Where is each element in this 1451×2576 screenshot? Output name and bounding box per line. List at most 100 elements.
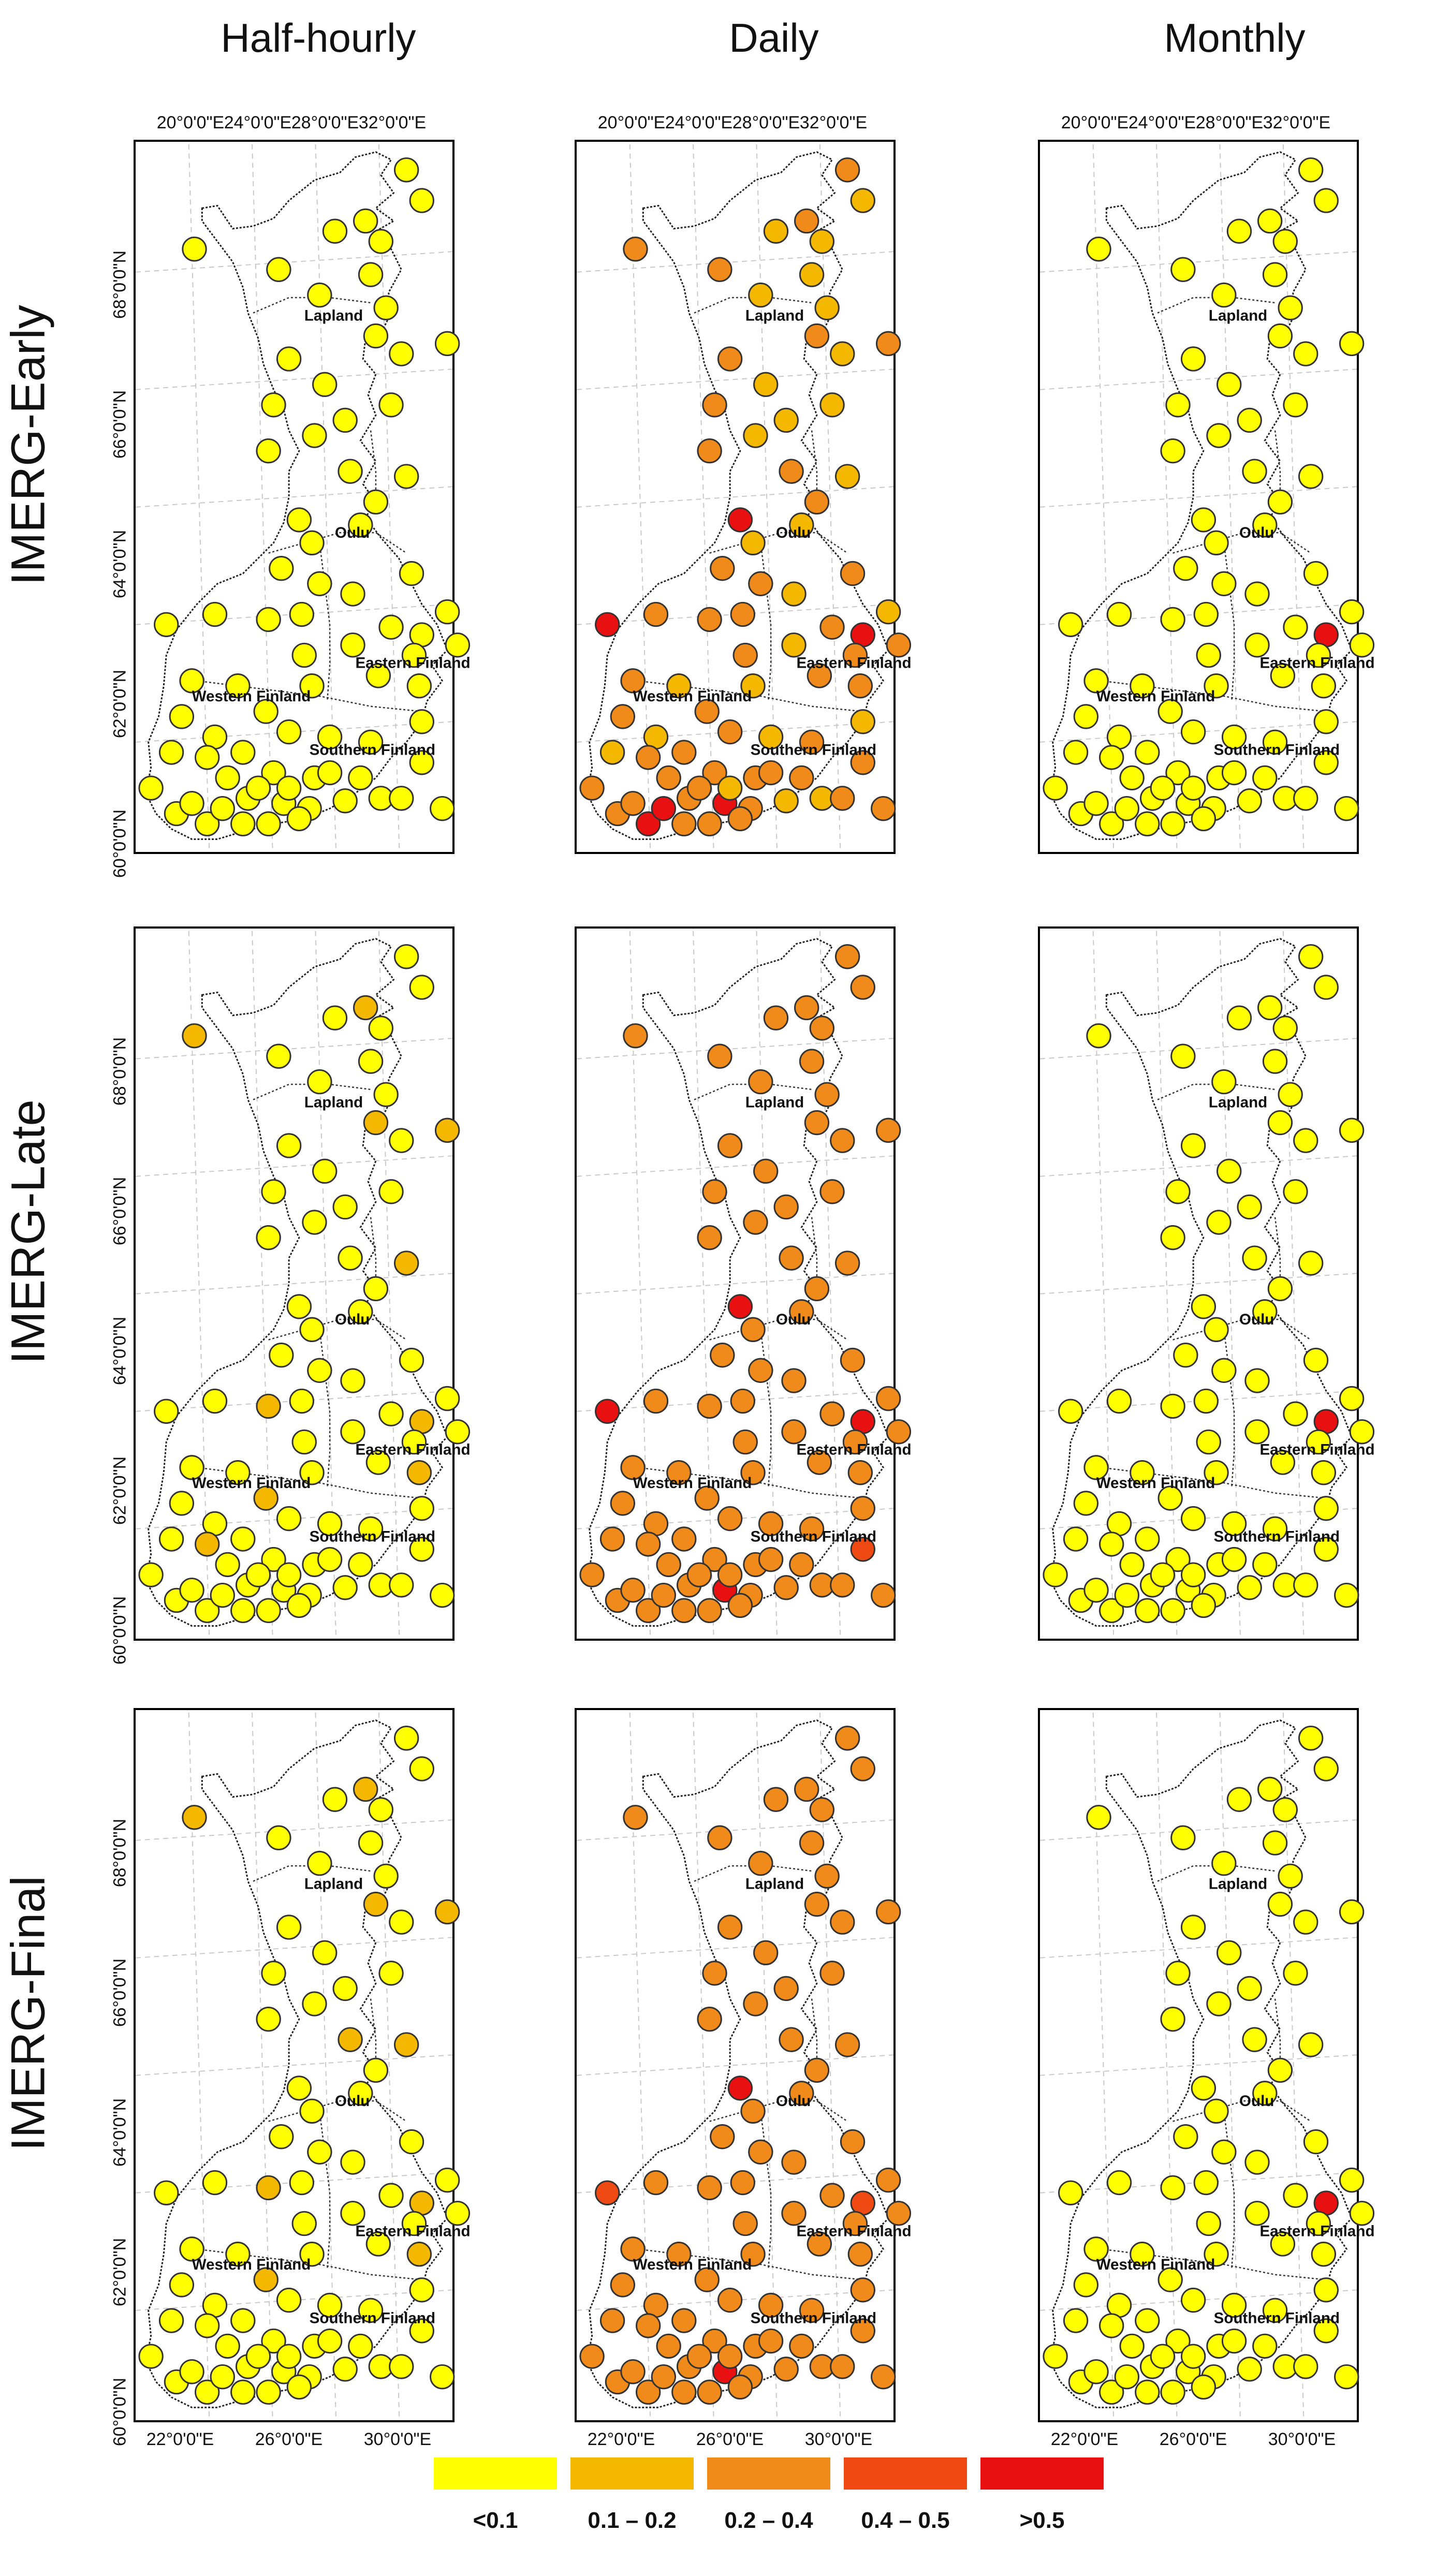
station-marker [610,704,636,729]
station-marker [1283,1961,1308,1986]
station-marker [1211,1069,1237,1095]
station-marker [1135,2379,1160,2405]
station-marker [610,1491,636,1516]
station-marker [595,612,620,637]
station-marker [1262,1516,1288,1541]
station-marker [332,788,358,814]
station-marker [727,806,753,832]
station-marker [430,796,455,821]
graticule-parallel [1039,1273,1357,1294]
legend-swatch-0-4-0-5 [844,2457,967,2490]
station-marker [732,1429,758,1455]
station-marker [1293,2354,1318,2379]
finland-map: Lapland Oulu Eastern Finland Western Finlan… [576,144,912,850]
latitude-label: 68°0'0"N [110,1818,130,1888]
latitude-label: 66°0'0"N [110,1958,130,2027]
station-marker [1226,218,1252,244]
map-panel-final-daily: Lapland Oulu Eastern Finland Western Finlan… [575,1708,912,2422]
region-label: Western Finland [192,1475,311,1492]
graticule-meridian [629,1712,651,2418]
station-marker [322,1787,348,1812]
region-label: Lapland [304,307,363,324]
region-label: Lapland [304,1094,363,1111]
station-marker [373,1863,399,1889]
station-marker [697,1225,722,1250]
station-marker [620,791,646,816]
station-marker [814,1082,840,1107]
graticule-parallel [576,1273,894,1294]
station-marker [312,1158,338,1184]
station-marker [1313,2318,1339,2344]
station-marker [850,2277,875,2303]
graticule-meridian [756,144,778,850]
graticule-parallel [576,251,894,273]
graticule-parallel [576,2054,894,2076]
station-marker [245,1562,271,1587]
finland-map: Lapland Oulu Eastern Finland Western Finlan… [576,931,912,1637]
legend-swatch-0-1-0-2 [570,2457,694,2490]
station-marker [1244,2150,1270,2175]
station-marker [697,607,722,632]
station-marker [393,944,419,969]
region-boundary [319,2111,331,2270]
station-marker [1165,1179,1191,1204]
station-marker [748,1358,773,1383]
station-marker [1191,507,1217,533]
station-marker [834,464,860,489]
station-marker [651,1582,676,1608]
station-marker [276,346,302,372]
graticule-parallel [1039,486,1357,508]
graticule-meridian [693,1712,714,2418]
station-marker [307,1069,332,1095]
station-marker [307,1850,332,1876]
station-marker [378,392,404,418]
region-label: Eastern Finland [355,1441,470,1459]
longitude-label: 28°0'0"E [732,113,800,133]
longitude-label: 28°0'0"E [291,113,359,133]
station-marker [1217,372,1242,398]
region-label: Oulu [776,2093,811,2110]
station-marker [671,2379,697,2405]
graticule-parallel [135,251,453,273]
station-marker [740,2098,766,2124]
column-title-monthly: Monthly [1164,15,1306,61]
station-marker [1293,1128,1318,1153]
station-marker [1160,2175,1185,2201]
station-marker [1244,581,1270,607]
station-marker [1278,1082,1303,1107]
station-marker [834,944,860,969]
station-marker [807,2231,832,2257]
station-marker [758,1511,784,1537]
region-boundary [760,1329,772,1488]
station-marker [1211,2139,1237,2165]
region-label: Lapland [745,1094,804,1111]
station-marker [1180,1562,1206,1587]
station-marker [794,208,819,234]
station-marker [1257,995,1283,1021]
station-marker [799,1049,825,1074]
region-boundary [811,430,818,512]
station-marker [256,2379,281,2405]
station-marker [1252,512,1278,538]
station-marker [781,632,807,658]
region-boundary [1223,2111,1235,2270]
region-label: Oulu [335,1311,370,1328]
station-marker [753,1940,779,1966]
station-marker [348,1552,373,1578]
station-marker [353,995,378,1021]
station-marker [804,323,830,349]
station-marker [697,811,722,836]
station-marker [210,796,235,821]
station-marker [434,1386,460,1411]
station-marker [875,2167,901,2193]
graticule-parallel [135,1819,453,1841]
station-marker [830,1909,855,1935]
region-label: Southern Finland [310,741,435,758]
station-marker [182,1805,207,1830]
station-marker [1073,2272,1099,2298]
region-boundary [1172,532,1311,554]
station-marker [358,1830,384,1856]
station-marker [809,1797,834,1822]
station-marker [1150,2344,1176,2369]
station-marker [1043,775,1068,801]
